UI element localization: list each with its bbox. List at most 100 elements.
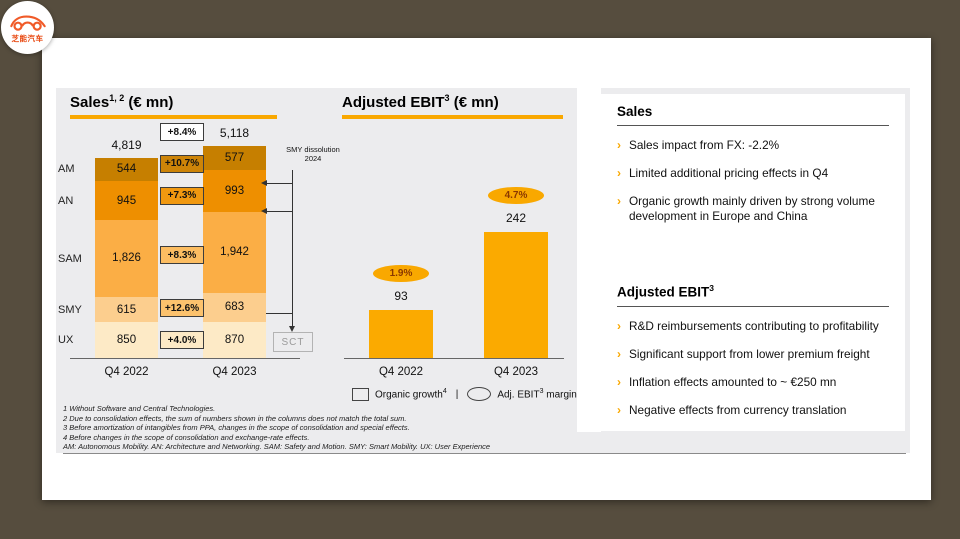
footnote-line: 1 Without Software and Central Technolog… <box>63 404 216 413</box>
sales-chart-title: Sales1, 2 (€ mn) <box>70 93 173 111</box>
chevron-bullet-icon: › <box>617 346 621 361</box>
bar-total-label: 5,118 <box>219 126 250 140</box>
footnotes: 1 Without Software and Central Technolog… <box>63 404 906 454</box>
chevron-bullet-icon: › <box>617 318 621 333</box>
bullet-item: › Sales impact from FX: -2.2% <box>617 138 889 153</box>
panel-divider-gap <box>577 88 601 432</box>
bullet-item: › R&D reimbursements contributing to prof… <box>617 319 889 334</box>
ebit-margin-ellipse: 1.9% <box>373 265 429 282</box>
sales-title-sup: 1, 2 <box>109 93 125 103</box>
ebit-x-label: Q4 2023 <box>493 366 539 378</box>
ebit-bar-Q4-2022 <box>369 310 433 358</box>
card-ebit-heading: Adjusted EBIT3 <box>617 283 889 307</box>
stacked-bar-Q4-2023: 577 993 1,942 683 870 <box>203 146 266 358</box>
total-growth-box: +8.4% <box>160 123 204 141</box>
bullet-text: Sales impact from FX: -2.2% <box>629 138 780 152</box>
bullet-text: R&D reimbursements contributing to profi… <box>629 318 879 333</box>
ebit-legend: Organic growth4 | Adj. EBIT3 margin <box>352 387 577 401</box>
legend-separator: | <box>455 388 459 400</box>
commentary-card: Sales › Sales impact from FX: -2.2% › Limit… <box>601 94 905 431</box>
bar-segment-SMY: 615 <box>95 296 158 323</box>
organic-growth-legend-label: Organic growth4 <box>375 387 447 401</box>
footnote-line: 4 Before changes in the scope of consoli… <box>63 432 310 442</box>
ebit-value-label: 93 <box>394 289 408 303</box>
annotation-line2: 2024 <box>304 154 322 163</box>
sales-title-text: Sales <box>70 94 110 111</box>
arrow-down-icon <box>289 326 295 332</box>
footnote-line: 2 Due to consolidation effects, the sum … <box>63 413 407 423</box>
annotation-smy-connector <box>266 313 293 314</box>
arrow-left-icon <box>261 208 267 214</box>
segment-row-label-SMY: SMY <box>58 303 82 316</box>
bar-segment-AN: 945 <box>95 180 158 221</box>
bar-segment-AM: 577 <box>203 146 266 171</box>
segment-growth-box-AM: +10.7% <box>160 154 204 173</box>
bullet-text: Organic growth mainly driven by strong v… <box>629 194 875 223</box>
chevron-bullet-icon: › <box>617 194 621 208</box>
sales-x-label: Q4 2023 <box>212 366 257 378</box>
bullet-item: › Limited additional pricing effects in Q… <box>617 166 889 181</box>
bullet-text: Negative effects from currency translati… <box>629 402 847 417</box>
annotation-arrow-line-an <box>267 211 293 212</box>
sales-bullet-list: › Sales impact from FX: -2.2% › Limited add… <box>617 138 889 224</box>
sct-target-box: SCT <box>273 332 313 352</box>
ebit-x-axis <box>344 358 564 359</box>
bullet-item: › Inflation effects amounted to ~ €250 mn <box>617 375 889 390</box>
annotation-arrow-line-am <box>267 183 293 184</box>
annotation-line1: SMY dissolution <box>286 145 340 154</box>
smy-dissolution-annotation: SMY dissolution 2024 <box>276 145 350 163</box>
brand-text: 芝能汽车 <box>11 33 44 43</box>
ebit-bullet-list: › R&D reimbursements contributing to prof… <box>617 319 889 418</box>
bullet-item: › Organic growth mainly driven by strong … <box>617 194 889 224</box>
sales-title-unit: (€ mn) <box>124 94 174 111</box>
brand-logo: 芝能汽车 <box>1 1 54 54</box>
ebit-x-label: Q4 2022 <box>378 366 424 378</box>
segment-growth-box-SMY: +12.6% <box>160 299 204 318</box>
segment-row-label-AN: AN <box>58 194 74 207</box>
sales-x-label: Q4 2022 <box>104 366 149 378</box>
footnote-line: AM: Autonomous Mobility. AN: Architectur… <box>63 442 906 454</box>
stacked-bar-Q4-2022: 544 945 1,826 615 850 <box>95 158 158 358</box>
sales-x-axis <box>70 358 300 359</box>
segment-growth-box-AN: +7.3% <box>160 186 204 205</box>
bar-segment-SAM: 1,942 <box>203 211 266 293</box>
footnote-line: 3 Before amortization of intangibles fro… <box>63 423 410 432</box>
sales-title-underline <box>70 115 277 119</box>
annotation-vertical-line <box>292 170 293 328</box>
car-icon <box>9 14 46 31</box>
chevron-bullet-icon: › <box>617 138 621 152</box>
ebit-title-unit: (€ mn) <box>449 94 499 111</box>
bar-segment-AN: 993 <box>203 170 266 212</box>
organic-growth-legend-icon <box>352 387 369 401</box>
bar-segment-SMY: 683 <box>203 292 266 322</box>
bullet-text: Inflation effects amounted to ~ €250 mn <box>629 374 837 389</box>
segment-growth-box-UX: +4.0% <box>160 331 204 349</box>
ebit-title-text: Adjusted EBIT <box>342 94 445 111</box>
ebit-margin-ellipse: 4.7% <box>488 187 544 204</box>
ebit-margin-legend-label: Adj. EBIT3 margin <box>497 387 577 401</box>
section-gap <box>617 237 889 283</box>
arrow-left-icon <box>261 180 267 186</box>
ebit-title-underline <box>342 115 563 119</box>
bullet-item: › Negative effects from currency translat… <box>617 403 889 418</box>
chevron-bullet-icon: › <box>617 374 621 389</box>
segment-row-label-SAM: SAM <box>58 252 82 265</box>
segment-row-label-AM: AM <box>58 163 75 176</box>
chevron-bullet-icon: › <box>617 402 621 417</box>
segment-growth-box-SAM: +8.3% <box>160 246 204 265</box>
ebit-chart-title: Adjusted EBIT3 (€ mn) <box>342 93 499 111</box>
bullet-text: Limited additional pricing effects in Q4 <box>629 166 829 180</box>
bar-segment-SAM: 1,826 <box>95 220 158 297</box>
chevron-bullet-icon: › <box>617 166 621 180</box>
bar-total-label: 4,819 <box>111 138 142 152</box>
bar-segment-UX: 870 <box>203 321 266 358</box>
bar-segment-UX: 850 <box>95 322 158 358</box>
ebit-margin-legend-icon <box>467 387 492 401</box>
bar-segment-AM: 544 <box>95 158 158 181</box>
bullet-item: › Significant support from lower premium … <box>617 347 889 362</box>
bullet-text: Significant support from lower premium f… <box>629 346 870 361</box>
card-sales-heading: Sales <box>617 104 889 126</box>
ebit-value-label: 242 <box>505 211 527 225</box>
segment-row-label-UX: UX <box>58 334 74 347</box>
